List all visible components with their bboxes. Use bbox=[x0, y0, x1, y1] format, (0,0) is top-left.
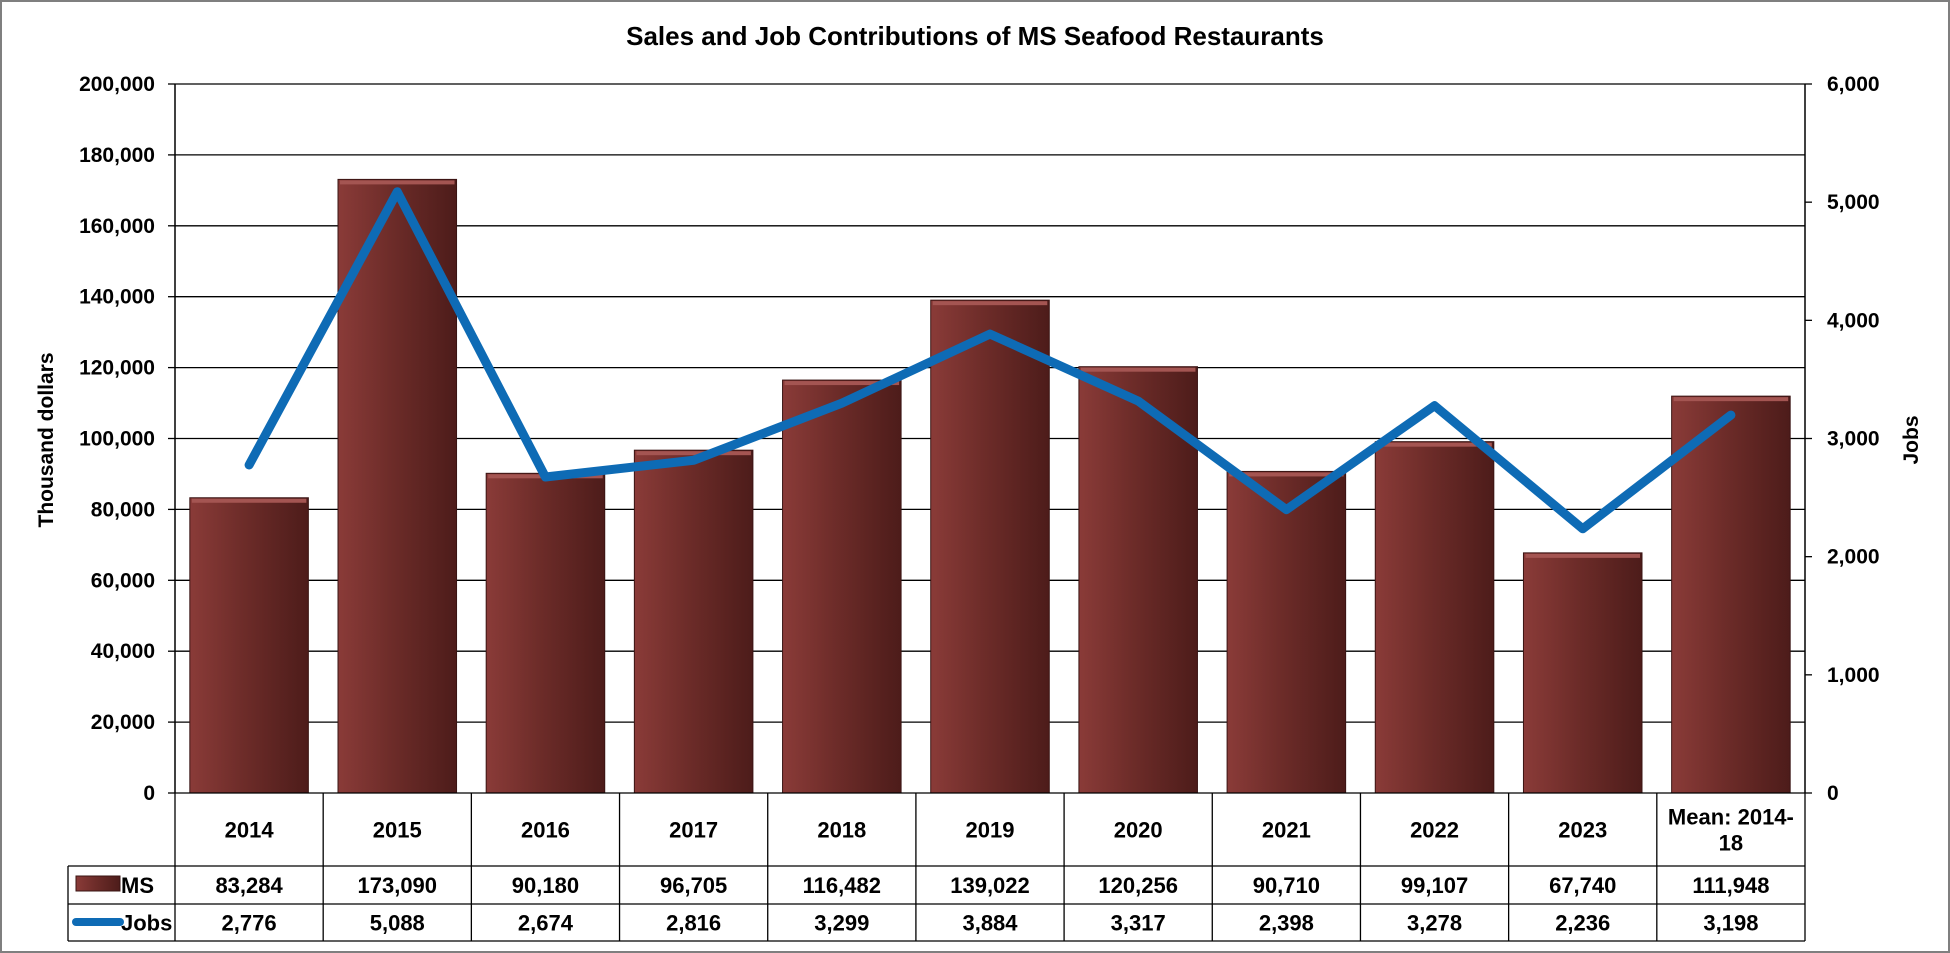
category-label: 2014 bbox=[225, 818, 275, 843]
table-cell-value: 3,198 bbox=[1703, 911, 1758, 936]
chart-title: Sales and Job Contributions of MS Seafoo… bbox=[626, 21, 1324, 51]
y2-axis-title: Jobs bbox=[1900, 415, 1923, 464]
bar bbox=[337, 178, 458, 794]
table-cell-value: 139,022 bbox=[950, 873, 1030, 898]
bar bbox=[189, 497, 309, 794]
bar-highlight bbox=[191, 498, 307, 503]
y-tick-label: 100,000 bbox=[79, 428, 155, 451]
y-tick-label: 20,000 bbox=[91, 711, 155, 734]
y2-tick-label: 2,000 bbox=[1827, 546, 1880, 569]
bar-highlight bbox=[1229, 472, 1344, 477]
y-tick-label: 200,000 bbox=[79, 73, 155, 96]
table-cell-value: 3,317 bbox=[1111, 911, 1166, 936]
table-cell-value: 116,482 bbox=[803, 873, 881, 898]
y-axis-title: Thousand dollars bbox=[35, 352, 58, 527]
table-cell-value: 3,299 bbox=[814, 911, 869, 936]
y-tick-label: 120,000 bbox=[79, 357, 155, 380]
y-tick-label: 40,000 bbox=[91, 640, 155, 663]
category-label: 2023 bbox=[1558, 818, 1607, 843]
y-tick-label: 180,000 bbox=[79, 144, 155, 167]
jobs-point bbox=[1285, 509, 1287, 511]
bar bbox=[1374, 441, 1495, 794]
jobs-point bbox=[841, 402, 843, 404]
jobs-point bbox=[693, 459, 695, 461]
category-label: 2020 bbox=[1114, 818, 1163, 843]
bar-highlight bbox=[784, 381, 900, 386]
y2-tick-label: 3,000 bbox=[1827, 428, 1880, 451]
y-tick-label: 60,000 bbox=[91, 569, 155, 592]
table-cell-value: 96,705 bbox=[660, 873, 727, 898]
category-label: 2016 bbox=[521, 818, 570, 843]
jobs-point bbox=[1434, 405, 1436, 407]
table-cell-value: 5,088 bbox=[370, 911, 425, 936]
bar bbox=[1522, 552, 1643, 794]
bar-highlight bbox=[1525, 553, 1640, 558]
table-cell-value: 2,674 bbox=[518, 911, 574, 936]
data-table: 2014 2015 2016 2017 2018 2019 2020 2021 2022 2023… bbox=[67, 792, 1806, 942]
bar bbox=[782, 379, 902, 794]
bar bbox=[930, 299, 1050, 794]
jobs-point bbox=[1582, 528, 1584, 530]
jobs-point bbox=[1730, 414, 1732, 416]
y2-tick-label: 1,000 bbox=[1827, 664, 1880, 687]
category-label: 2022 bbox=[1410, 818, 1459, 843]
y2-tick-label: 0 bbox=[1827, 782, 1839, 805]
category-label: Mean: 2014- bbox=[1668, 805, 1794, 830]
jobs-point bbox=[989, 333, 991, 335]
table-cell-value: 3,884 bbox=[962, 911, 1018, 936]
legend-label-jobs: Jobs bbox=[121, 911, 172, 936]
bar bbox=[1226, 470, 1347, 794]
bar bbox=[633, 449, 754, 794]
line-series bbox=[244, 187, 1736, 534]
y-tick-label: 160,000 bbox=[79, 215, 155, 238]
bar-series bbox=[189, 178, 1791, 794]
y2-tick-label: 4,000 bbox=[1827, 309, 1880, 332]
legend-key-ms bbox=[75, 875, 121, 892]
jobs-point bbox=[1137, 400, 1139, 402]
bar bbox=[485, 472, 606, 794]
table-cell-value: 90,180 bbox=[512, 873, 579, 898]
bar-highlight bbox=[932, 301, 1048, 306]
table-cell-value: 173,090 bbox=[358, 873, 438, 898]
table-cell-value: 111,948 bbox=[1692, 873, 1769, 898]
y-tick-label: 80,000 bbox=[91, 498, 155, 521]
bar bbox=[1078, 366, 1198, 794]
jobs-point bbox=[248, 464, 250, 466]
category-label: 2019 bbox=[966, 818, 1015, 843]
category-label: 2021 bbox=[1262, 818, 1311, 843]
table-cell-value: 2,816 bbox=[666, 911, 721, 936]
legend-label-ms: MS bbox=[121, 873, 154, 898]
category-label: 2017 bbox=[669, 818, 718, 843]
bar-highlight bbox=[1377, 442, 1492, 447]
table-cell-value: 2,776 bbox=[222, 911, 277, 936]
category-label: 18 bbox=[1719, 831, 1743, 856]
table-cell-value: 2,236 bbox=[1555, 911, 1610, 936]
category-label: 2018 bbox=[817, 818, 866, 843]
axes: 0 20,000 40,000 60,000 80,000 100,000 120,000 1… bbox=[79, 73, 1879, 805]
bar-highlight bbox=[1080, 367, 1196, 372]
table-cell-value: 2,398 bbox=[1259, 911, 1314, 936]
bar-highlight bbox=[1673, 397, 1789, 402]
y2-tick-label: 5,000 bbox=[1827, 191, 1880, 214]
y-tick-label: 140,000 bbox=[79, 286, 155, 309]
table-cell-value: 90,710 bbox=[1253, 873, 1320, 898]
table-cell-value: 67,740 bbox=[1549, 873, 1616, 898]
category-label: 2015 bbox=[373, 818, 422, 843]
bar bbox=[1671, 395, 1791, 794]
table-cell-value: 83,284 bbox=[215, 873, 283, 898]
table-cell-value: 3,278 bbox=[1407, 911, 1462, 936]
jobs-point bbox=[544, 476, 546, 478]
y-tick-label: 0 bbox=[143, 782, 155, 805]
table-cell-value: 99,107 bbox=[1401, 873, 1468, 898]
y2-tick-label: 6,000 bbox=[1827, 73, 1880, 96]
jobs-point bbox=[396, 191, 398, 193]
bar-highlight bbox=[636, 451, 751, 456]
table-cell-value: 120,256 bbox=[1098, 873, 1178, 898]
bar-highlight bbox=[340, 180, 455, 185]
